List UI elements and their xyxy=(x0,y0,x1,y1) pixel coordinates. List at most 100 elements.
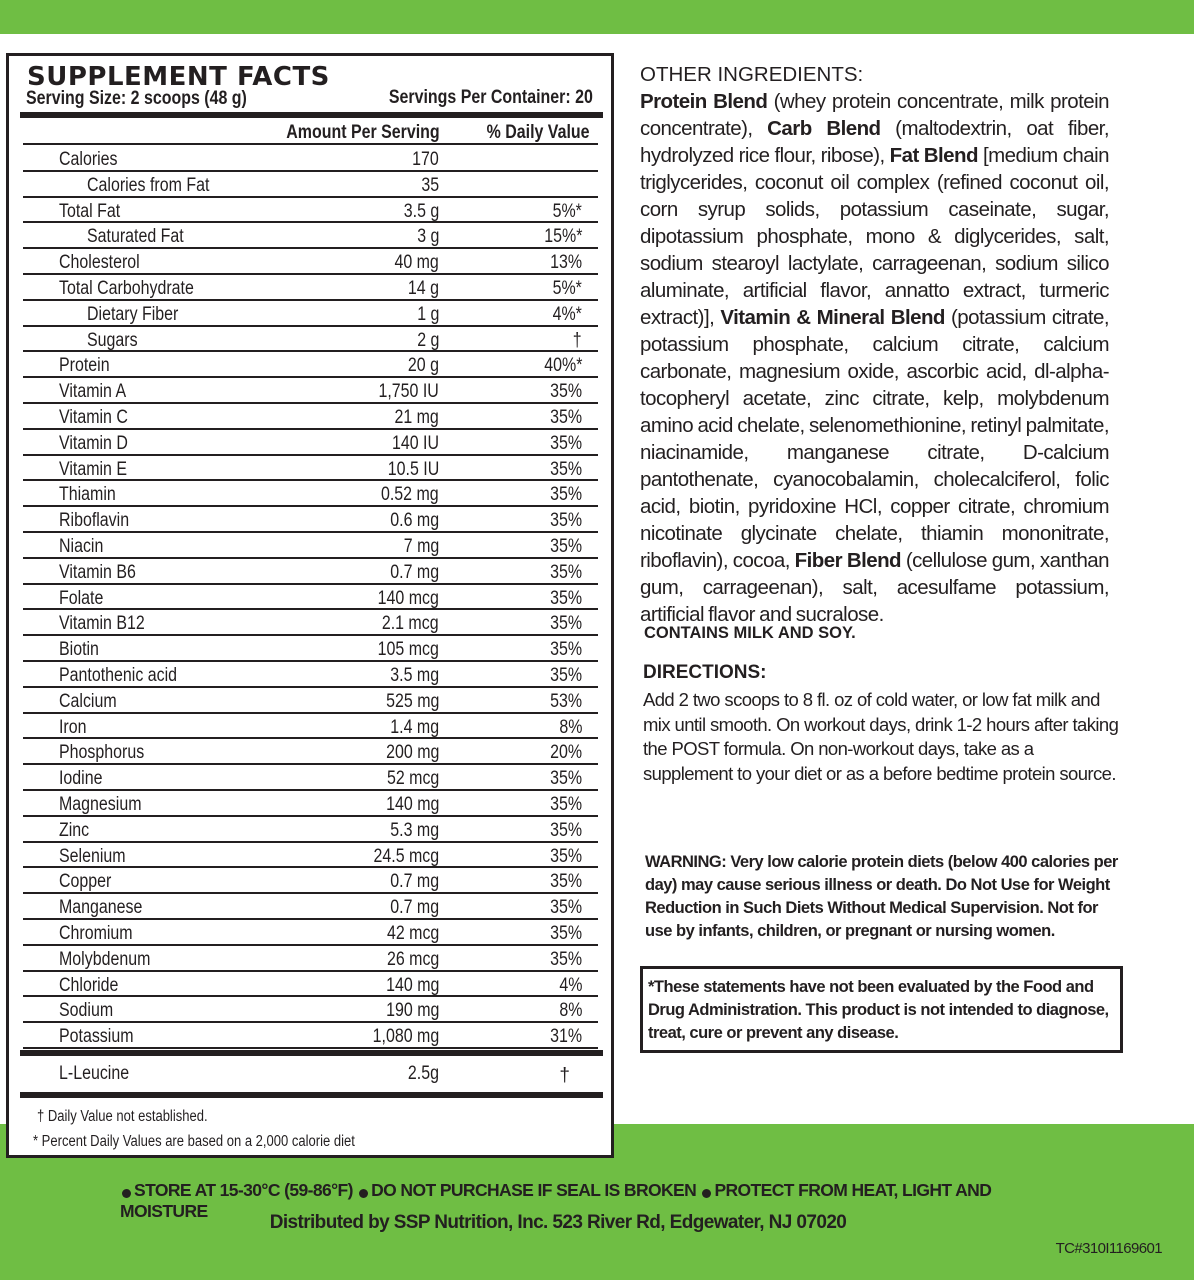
nutrient-amount: 0.6 mg xyxy=(390,510,439,532)
nutrient-row: Iodine 52 mcg 35% xyxy=(23,765,598,791)
nutrient-dv: 35% xyxy=(550,458,582,480)
nutrient-amount: 3.5 mg xyxy=(390,664,439,686)
nutrient-dv: 4% xyxy=(558,974,582,996)
nutrient-amount: 170 xyxy=(412,149,439,170)
nutrient-row: Niacin 7 mg 35% xyxy=(23,533,598,559)
nutrient-dv: 13% xyxy=(550,252,582,274)
nutrient-dv: 35% xyxy=(550,897,582,919)
nutrient-label: Calories xyxy=(59,149,118,170)
nutrient-amount: 5.3 mg xyxy=(390,819,439,841)
nutrient-dv: 35% xyxy=(550,793,582,815)
nutrient-dv: 35% xyxy=(550,484,582,506)
nutrient-label: Vitamin B6 xyxy=(59,561,136,583)
nutrient-label: Potassium xyxy=(59,1026,134,1048)
allergen-statement: CONTAINS MILK AND SOY. xyxy=(644,624,856,642)
nutrient-row: Phosphorus 200 mg 20% xyxy=(23,739,598,766)
nutrient-row: Calories from Fat 35 xyxy=(23,172,598,198)
nutrient-amount: 140 mg xyxy=(385,974,439,996)
nutrient-amount: 0.7 mg xyxy=(390,871,439,893)
product-code: TC#310I1169601 xyxy=(1055,1240,1163,1257)
nutrient-dv: 15%* xyxy=(543,226,582,248)
nutrient-dv: 40%* xyxy=(543,355,582,377)
nutrient-dv: 35% xyxy=(550,664,582,686)
fda-disclaimer: *These statements have not been evaluate… xyxy=(640,966,1123,1053)
nutrient-amount: 2.5g xyxy=(407,1063,439,1084)
nutrient-amount: 1.4 mg xyxy=(390,716,439,738)
table-header: Amount Per Serving % Daily Value xyxy=(23,118,598,145)
nutrient-amount: 52 mcg xyxy=(386,768,439,790)
nutrient-label: Vitamin B12 xyxy=(59,613,145,635)
nutrient-label: Vitamin A xyxy=(59,381,127,403)
bullet-icon xyxy=(359,1189,369,1198)
nutrient-amount: 0.7 mg xyxy=(390,897,439,919)
warning-text: WARNING: Very low calorie protein diets … xyxy=(645,853,1118,940)
nutrient-row: Biotin 105 mcg 35% xyxy=(23,636,598,662)
nutrient-label: Calcium xyxy=(59,690,117,712)
nutrient-amount: 0.7 mg xyxy=(390,561,439,583)
nutrient-amount: 40 mg xyxy=(394,252,439,274)
footnote-dagger: † Daily Value not established. xyxy=(37,1108,208,1125)
bullet-icon xyxy=(702,1189,712,1198)
nutrient-dv: 35% xyxy=(550,639,582,661)
nutrient-row: Vitamin A 1,750 IU 35% xyxy=(23,378,598,404)
nutrient-label: Iodine xyxy=(59,768,103,790)
nutrient-label: Riboflavin xyxy=(59,510,130,532)
nutrient-row: Pantothenic acid 3.5 mg 35% xyxy=(23,662,598,688)
nutrient-amount: 140 mcg xyxy=(377,587,439,609)
nutrient-dv: 35% xyxy=(550,406,582,428)
nutrient-row: Zinc 5.3 mg 35% xyxy=(23,817,598,843)
nutrient-row: Total Carbohydrate 14 g 5%* xyxy=(23,275,598,301)
nutrient-label: Niacin xyxy=(59,535,104,557)
notice: STORE AT 15-30°C (59-86°F) xyxy=(134,1180,353,1200)
nutrient-row: Protein 20 g 40%* xyxy=(23,352,598,379)
bullet-icon xyxy=(122,1189,131,1198)
nutrient-row: Chloride 140 mg 4% xyxy=(23,972,598,998)
nutrient-row: Iron 1.4 mg 8% xyxy=(23,714,598,740)
nutrient-amount: 3 g xyxy=(416,226,439,248)
nutrient-dv: 35% xyxy=(550,768,582,790)
nutrient-label: Total Carbohydrate xyxy=(59,277,194,299)
nutrient-row: Thiamin 0.52 mg 35% xyxy=(23,481,598,508)
nutrient-amount: 140 mg xyxy=(385,793,439,815)
blend-contents: [medium chain triglycerides, coconut oil… xyxy=(640,144,1110,329)
nutrient-label: Sugars xyxy=(87,329,138,351)
nutrient-row: Magnesium 140 mg 35% xyxy=(23,791,598,817)
nutrient-amount: 21 mg xyxy=(394,406,439,428)
servings-per-container: Servings Per Container: 20 xyxy=(388,87,593,108)
facts-title: SUPPLEMENT FACTS xyxy=(27,62,330,92)
nutrient-label: Thiamin xyxy=(59,484,116,506)
nutrient-label: Biotin xyxy=(59,639,99,661)
nutrient-amount: 1,750 IU xyxy=(378,381,439,403)
nutrient-label: Sodium xyxy=(59,1000,114,1022)
other-ingredients-title: OTHER INGREDIENTS: xyxy=(640,63,864,86)
thick-divider xyxy=(20,1092,603,1098)
nutrient-dv: 35% xyxy=(550,613,582,635)
nutrient-dv: 8% xyxy=(558,716,582,738)
blend-name: Vitamin & Mineral Blend xyxy=(720,306,945,329)
blend-contents: (cellulose gum, xanthan gum, carrageenan… xyxy=(640,549,1110,626)
nutrient-dv: 20% xyxy=(550,742,582,764)
nutrient-label: L-Leucine xyxy=(59,1063,130,1084)
nutrient-label: Folate xyxy=(59,587,104,609)
thick-divider xyxy=(20,112,603,118)
other-ingredients: OTHER INGREDIENTS: Protein Blend (whey p… xyxy=(640,61,1110,628)
nutrient-row: Calcium 525 mg 53% xyxy=(23,688,598,714)
nutrient-dv: 35% xyxy=(550,561,582,583)
nutrient-amount: 525 mg xyxy=(385,690,439,712)
nutrient-amount: 42 mcg xyxy=(386,922,439,944)
nutrient-amount: 105 mcg xyxy=(377,639,439,661)
nutrient-label: Cholesterol xyxy=(59,252,140,274)
nutrient-amount: 2.1 mcg xyxy=(382,613,439,635)
blend-name: Carb Blend xyxy=(767,117,881,140)
nutrient-dv: 31% xyxy=(550,1026,582,1048)
nutrient-amount: 10.5 IU xyxy=(387,458,439,480)
nutrient-dv: 4%* xyxy=(552,303,582,325)
nutrient-label: Molybdenum xyxy=(59,948,151,970)
serving-size: Serving Size: 2 scoops (48 g) xyxy=(26,88,247,109)
nutrient-label: Calories from Fat xyxy=(87,174,210,196)
nutrient-row: Selenium 24.5 mcg 35% xyxy=(23,843,598,869)
nutrient-label: Protein xyxy=(59,355,110,377)
nutrient-row: Cholesterol 40 mg 13% xyxy=(23,249,598,275)
nutrient-dv: 35% xyxy=(550,922,582,944)
footnote-percent: * Percent Daily Values are based on a 2,… xyxy=(33,1133,355,1150)
